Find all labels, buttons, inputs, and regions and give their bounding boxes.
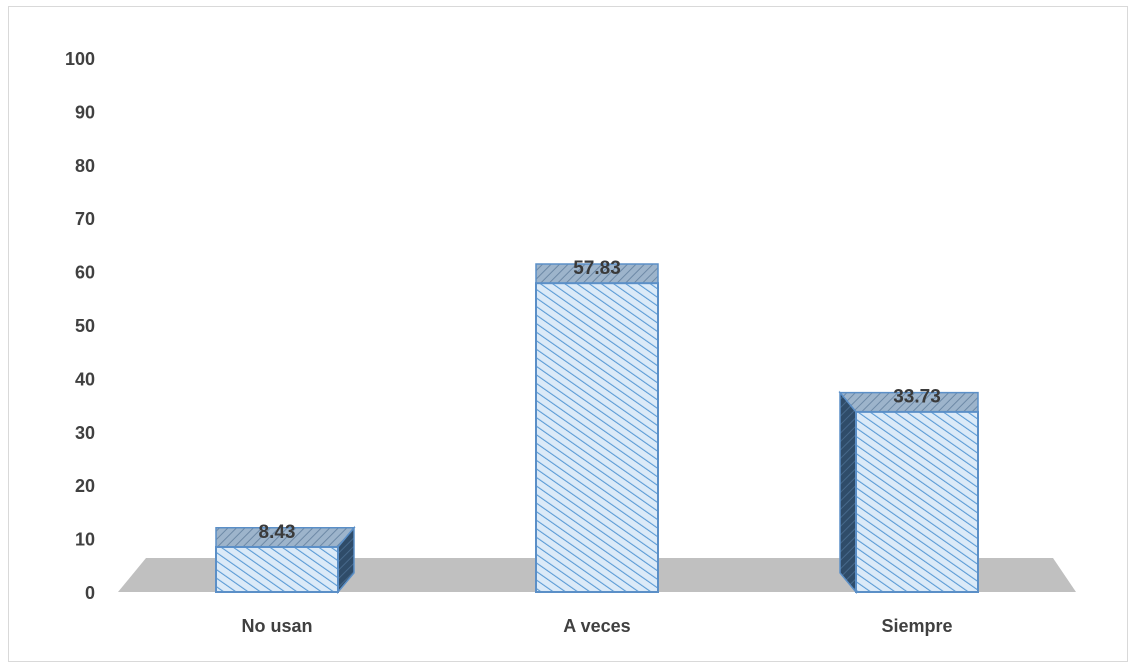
bar-siempre: 33.73	[838, 387, 979, 595]
y-tick-label: 100	[65, 49, 95, 69]
y-axis: 0 10 20 30 40 50 60 70 80 90 100	[65, 49, 95, 603]
bar-side-face	[839, 390, 857, 595]
y-tick-label: 60	[75, 263, 95, 283]
bar-front-face	[535, 282, 659, 593]
data-label: 33.73	[893, 387, 941, 408]
bar-front-face	[215, 545, 339, 594]
data-label: 8.43	[259, 522, 296, 543]
data-label: 57.83	[573, 258, 621, 279]
x-category-label: No usan	[241, 616, 312, 636]
bar-a-veces: 57.83	[535, 258, 659, 593]
y-tick-label: 40	[75, 369, 95, 389]
bars: 8.43 57.83 33.73	[215, 258, 979, 595]
bar-no-usan: 8.43	[215, 522, 356, 595]
bar-front-face	[855, 410, 979, 593]
y-tick-label: 80	[75, 156, 95, 176]
y-tick-label: 10	[75, 530, 95, 550]
x-axis: No usan A veces Siempre	[241, 616, 952, 636]
y-tick-label: 0	[85, 583, 95, 603]
y-tick-label: 90	[75, 102, 95, 122]
y-tick-label: 70	[75, 209, 95, 229]
x-category-label: A veces	[563, 616, 630, 636]
y-tick-label: 20	[75, 476, 95, 496]
y-tick-label: 50	[75, 316, 95, 336]
x-category-label: Siempre	[881, 616, 952, 636]
y-tick-label: 30	[75, 423, 95, 443]
